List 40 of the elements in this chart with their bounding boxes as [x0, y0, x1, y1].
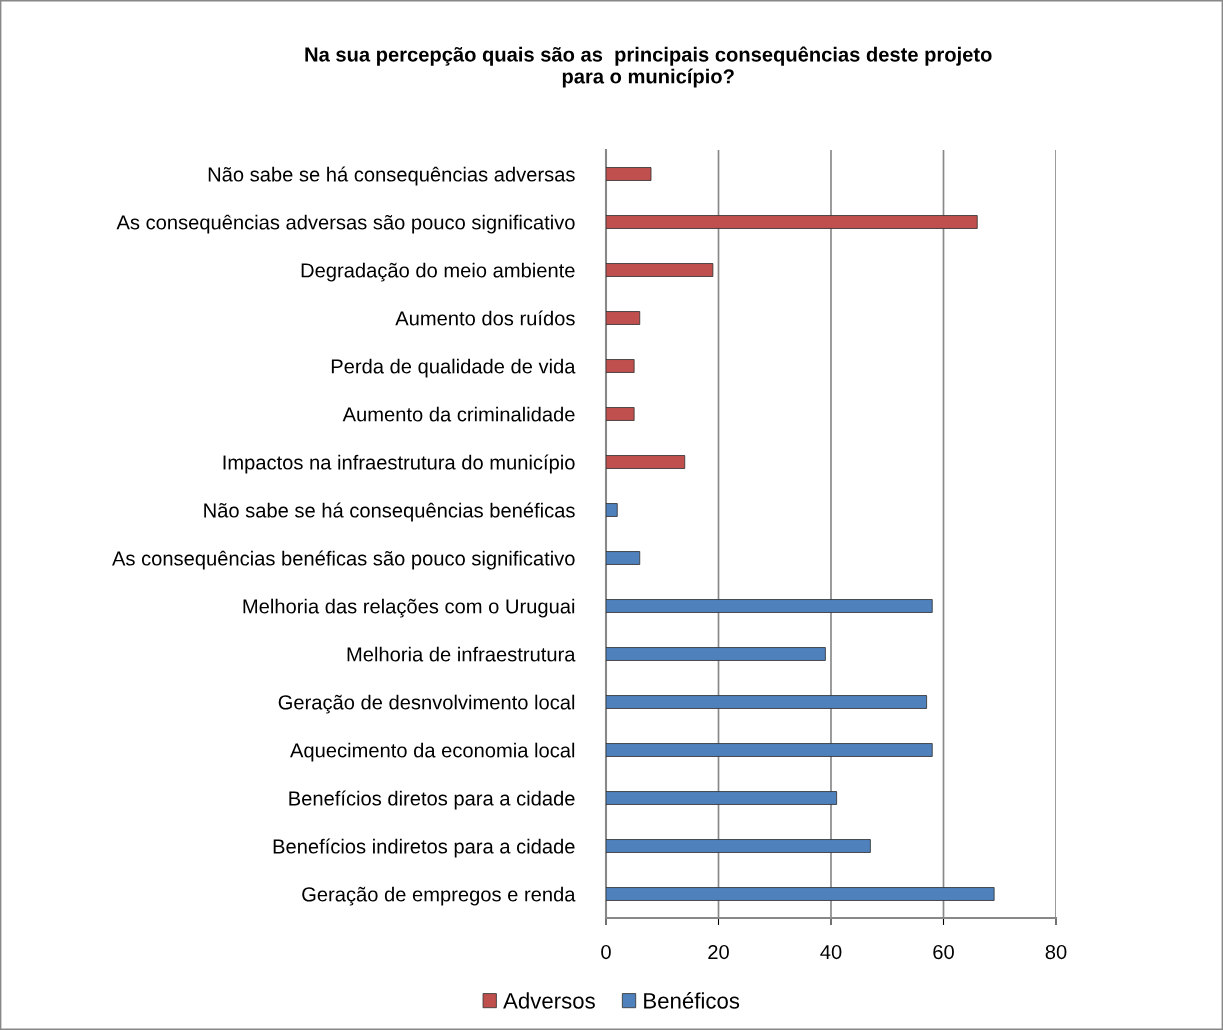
x-tick-label: 0 — [601, 944, 611, 960]
bar — [606, 263, 714, 277]
bar — [606, 311, 641, 325]
y-tick-label: Melhoria de infraestrutura — [347, 646, 576, 662]
y-tick-label: Benefícios diretos para a cidade — [289, 790, 575, 810]
bar — [606, 503, 618, 517]
bar — [606, 743, 933, 757]
y-tick-label: Geração de desnvolvimento local — [278, 694, 575, 714]
bar — [606, 455, 686, 469]
chart-title: Na sua percepção quais são as principais consequências deste projeto para o município? — [305, 46, 992, 88]
y-tick-label: Não sabe se há consequências adversas — [208, 166, 575, 186]
bar — [606, 695, 928, 709]
y-tick-label: Geração de empregos e renda — [302, 886, 576, 906]
y-tick-label: Aumento dos ruídos — [395, 310, 575, 326]
y-tick-label: Melhoria das relações com o Uruguai — [243, 598, 575, 618]
legend-label: Benéficos — [644, 992, 740, 1009]
y-tick-label: Perda de qualidade de vida — [331, 358, 576, 378]
bar — [606, 839, 871, 853]
y-tick-label: Aquecimento da economia local — [290, 742, 575, 762]
y-tick-label: As consequências adversas são pouco significativo — [116, 214, 575, 234]
bar — [606, 359, 635, 373]
bar — [606, 167, 652, 181]
bar — [606, 407, 635, 421]
x-tick-label: 40 — [820, 944, 842, 960]
bar — [606, 551, 641, 565]
y-tick-label: Aumento da criminalidade — [342, 406, 575, 422]
y-tick-label: Não sabe se há consequências benéficas — [204, 502, 575, 522]
bar — [606, 887, 995, 901]
x-tick-label: 60 — [933, 944, 954, 960]
bar — [606, 791, 838, 805]
bar — [606, 215, 978, 229]
x-tick-label: 20 — [708, 944, 729, 960]
bar — [606, 647, 826, 661]
y-tick-label: Impactos na infraestrutura do município — [223, 454, 575, 474]
y-tick-label: Benefícios indiretos para a cidade — [273, 838, 575, 858]
y-tick-label: Degradação do meio ambiente — [301, 262, 575, 282]
legend-label: Adversos — [503, 992, 595, 1009]
x-tick-label: 80 — [1045, 944, 1067, 960]
bar — [606, 599, 933, 613]
y-tick-label: As consequências benéficas são pouco significativo — [112, 550, 575, 570]
